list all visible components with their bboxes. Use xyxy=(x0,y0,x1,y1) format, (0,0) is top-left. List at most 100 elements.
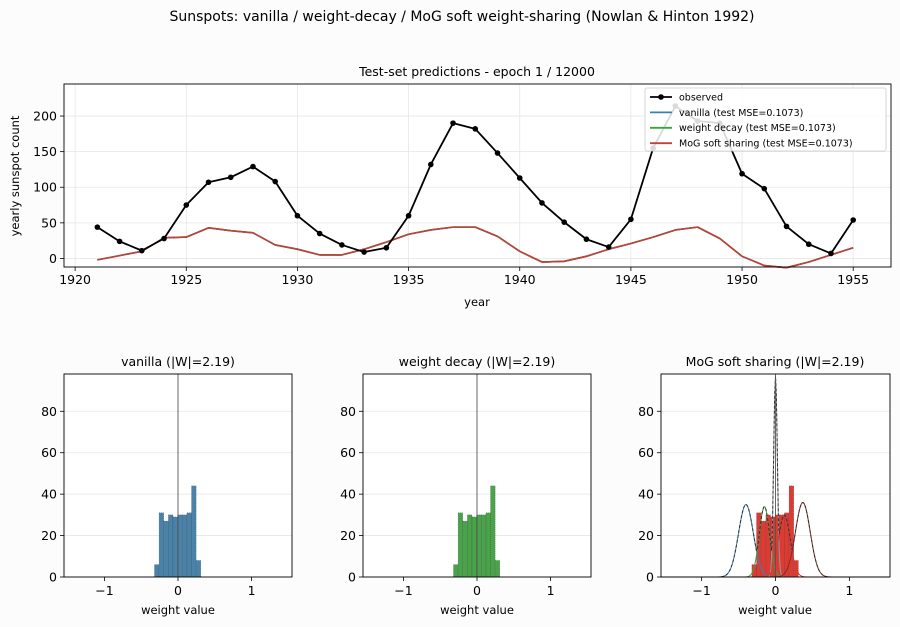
observed-point xyxy=(539,200,545,206)
figure-suptitle: Sunspots: vanilla / weight-decay / MoG s… xyxy=(169,9,754,25)
predictions-ytick-label: 150 xyxy=(33,144,57,159)
histogram-bar xyxy=(761,520,766,578)
observed-point xyxy=(361,249,367,255)
histogram-xtick-label: −1 xyxy=(692,583,710,598)
observed-point xyxy=(250,163,256,170)
predictions-ytick-label: 200 xyxy=(33,109,57,124)
legend-entry: weight decay (test MSE=0.1073) xyxy=(679,123,836,134)
predictions-chart-title: Test-set predictions - epoch 1 / 12000 xyxy=(358,64,595,79)
observed-point xyxy=(472,126,479,132)
weight-decay-histogram: weight decay (|W|=2.19) weight value 0 20… xyxy=(340,354,592,617)
histogram-bar xyxy=(467,514,473,578)
weight-decay-histogram-xlabel: weight value xyxy=(440,603,514,617)
legend-entry: vanilla (test MSE=0.1073) xyxy=(679,108,803,119)
histogram-xtick-label: −1 xyxy=(394,583,412,598)
histogram-xtick-label: 0 xyxy=(772,583,780,598)
legend-marker xyxy=(658,94,664,100)
histogram-bar xyxy=(779,514,785,578)
mog-histogram-title: MoG soft sharing (|W|=2.19) xyxy=(686,354,865,369)
observed-point xyxy=(583,236,590,243)
histogram-bar xyxy=(471,516,477,578)
histogram-bar xyxy=(182,514,188,578)
histogram-xtick-label: 0 xyxy=(473,583,481,598)
observed-point xyxy=(850,217,857,223)
observed-point xyxy=(183,202,190,208)
histogram-bar xyxy=(191,485,197,578)
histogram-bar xyxy=(196,560,201,578)
predictions-frame xyxy=(63,83,892,268)
histogram-ytick-label: 40 xyxy=(638,487,654,502)
histogram-ytick-label: 40 xyxy=(340,487,356,502)
observed-point xyxy=(761,185,768,192)
predictions-ytick-label: 100 xyxy=(33,180,57,195)
histogram-ytick-label: 0 xyxy=(49,570,57,585)
observed-point xyxy=(116,238,123,245)
observed-point xyxy=(294,212,301,219)
predictions-xtick-label: 1925 xyxy=(170,272,202,287)
observed-point xyxy=(205,179,212,186)
histogram-bar xyxy=(453,564,459,578)
histogram-bar xyxy=(485,512,491,578)
observed-point xyxy=(561,219,568,225)
histogram-ytick-label: 0 xyxy=(646,570,654,585)
histogram-bar xyxy=(765,514,771,578)
vanilla-histogram: vanilla (|W|=2.19) weight value 0 20 40 60 8… xyxy=(41,354,293,617)
observed-point xyxy=(383,244,390,251)
histogram-ytick-label: 80 xyxy=(41,404,57,419)
legend-box xyxy=(644,87,887,152)
predictions-xtick-label: 1950 xyxy=(726,272,758,287)
observed-point xyxy=(805,241,812,248)
histogram-xtick-label: 0 xyxy=(174,583,182,598)
mog-histogram-xlabel: weight value xyxy=(738,603,812,617)
legend-entry: MoG soft sharing (test MSE=0.1073) xyxy=(679,139,853,150)
predictions-xtick-label: 1940 xyxy=(504,272,536,287)
observed-point xyxy=(316,230,323,237)
histogram-bar xyxy=(788,485,794,578)
histogram-xtick-label: −1 xyxy=(95,583,113,598)
histogram-ytick-label: 0 xyxy=(348,570,356,585)
vanilla-histogram-title: vanilla (|W|=2.19) xyxy=(121,354,235,369)
histogram-ytick-label: 20 xyxy=(340,528,356,543)
histogram-ytick-label: 20 xyxy=(41,528,57,543)
observed-point xyxy=(94,224,101,230)
histogram-bar xyxy=(481,514,487,578)
histogram-bar xyxy=(462,520,468,578)
observed-point xyxy=(139,247,145,254)
histogram-frame xyxy=(660,373,891,578)
observed-point xyxy=(450,120,456,126)
observed-point xyxy=(516,175,523,181)
observed-point xyxy=(739,170,745,177)
histogram-bar xyxy=(172,516,178,578)
predictions-ytick-label: 0 xyxy=(49,251,57,266)
histogram-ytick-label: 60 xyxy=(41,445,57,460)
observed-point xyxy=(339,242,345,248)
histogram-xtick-label: 1 xyxy=(248,583,256,598)
observed-point xyxy=(628,216,634,223)
predictions-xtick-label: 1935 xyxy=(393,272,425,287)
histogram-bar xyxy=(495,560,500,578)
histogram-xtick-label: 1 xyxy=(547,583,555,598)
histogram-xtick-label: 1 xyxy=(845,583,853,598)
histogram-bar xyxy=(490,485,496,578)
histogram-frame xyxy=(63,373,293,578)
weight-decay-histogram-title: weight decay (|W|=2.19) xyxy=(399,354,556,369)
histogram-bar xyxy=(163,520,169,578)
histogram-bar xyxy=(168,514,174,578)
predictions-chart: Test-set predictions - epoch 1 / 12000 y… xyxy=(8,64,892,309)
predictions-xtick-label: 1930 xyxy=(282,272,314,287)
observed-point xyxy=(783,223,790,230)
observed-point xyxy=(828,250,834,257)
histogram-bar xyxy=(186,512,192,578)
histogram-ytick-label: 80 xyxy=(638,404,654,419)
observed-point xyxy=(428,161,434,168)
predictions-ytick-label: 50 xyxy=(41,215,57,230)
observed-point xyxy=(227,174,234,181)
predictions-chart-ylabel: yearly sunspot count xyxy=(8,115,22,236)
observed-point xyxy=(272,178,278,185)
histogram-ytick-label: 60 xyxy=(638,445,654,460)
histogram-ytick-label: 40 xyxy=(41,487,57,502)
legend-entry: observed xyxy=(679,92,723,103)
observed-point xyxy=(494,150,501,156)
mog-histogram: MoG soft sharing (|W|=2.19) weight value… xyxy=(638,354,891,617)
predictions-xtick-label: 1945 xyxy=(615,272,647,287)
